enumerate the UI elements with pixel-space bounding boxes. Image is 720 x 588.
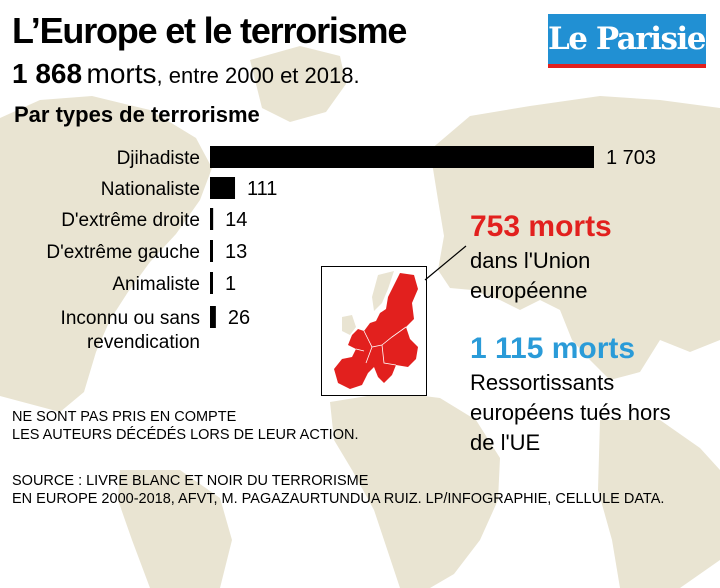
footnote-line: LES AUTEURS DÉCÉDÉS LORS DE LEUR ACTION. — [12, 427, 359, 443]
source-line: SOURCE : LIVRE BLANC ET NOIR DU TERRORIS… — [12, 473, 369, 489]
total-deaths: 1 868 — [12, 58, 83, 89]
bar — [210, 272, 213, 294]
subtitle: 1 868 morts, entre 2000 et 2018. — [12, 58, 360, 90]
eu-borders — [355, 326, 407, 366]
source-line: EN EUROPE 2000-2018, AFVT, M. PAGAZAURTU… — [12, 491, 665, 507]
abroad-deaths-caption: Ressortissants européens tués hors de l'… — [470, 370, 671, 455]
total-unit: morts — [86, 58, 157, 89]
section-title: Par types de terrorisme — [14, 102, 260, 127]
map-land — [0, 46, 720, 588]
category-label: revendication — [87, 332, 200, 353]
category-label: Djihadiste — [117, 148, 200, 169]
bar — [210, 208, 214, 230]
source-note: SOURCE : LIVRE BLANC ET NOIR DU TERRORIS… — [12, 472, 712, 508]
le-parisien-logo: Le Parisien — [548, 14, 720, 68]
footnote: NE SONT PAS PRIS EN COMPTE LES AUTEURS D… — [12, 408, 412, 444]
abroad-deaths-value: 1 115 morts — [470, 332, 636, 365]
south-america-shape — [118, 470, 232, 588]
asia-south-shape — [598, 420, 720, 588]
category-label: Inconnu ou sans — [61, 308, 200, 329]
value-label: 111 — [247, 178, 277, 200]
footnote-line: NE SONT PAS PRIS EN COMPTE — [12, 409, 237, 425]
bar — [210, 306, 216, 328]
page-title: L’Europe et le terrorisme — [12, 10, 407, 51]
africa-shape — [330, 392, 500, 588]
value-label: 1 703 — [606, 147, 656, 169]
value-label: 1 — [225, 273, 236, 295]
uk-shape — [342, 315, 356, 335]
category-label: D'extrême droite — [61, 210, 200, 231]
value-label: 26 — [228, 307, 250, 329]
bar — [210, 177, 236, 199]
eu-highlight-shape — [334, 273, 418, 389]
eu-deaths-value: 753 morts — [470, 210, 612, 243]
norway-shape — [372, 271, 394, 311]
bar — [210, 146, 594, 168]
value-label: 14 — [225, 209, 247, 231]
eu-map-icon — [334, 271, 418, 389]
greenland-shape — [250, 46, 346, 122]
category-label: Nationaliste — [101, 179, 200, 200]
bar — [210, 240, 213, 262]
eu-deaths-caption: dans l'Union européenne — [470, 248, 591, 303]
value-label: 13 — [225, 241, 247, 263]
category-label: D'extrême gauche — [46, 242, 200, 263]
north-america-shape — [0, 96, 212, 412]
period-text: , entre 2000 et 2018. — [156, 63, 360, 88]
eu-inset-map — [321, 266, 427, 396]
category-label: Animaliste — [112, 274, 200, 295]
